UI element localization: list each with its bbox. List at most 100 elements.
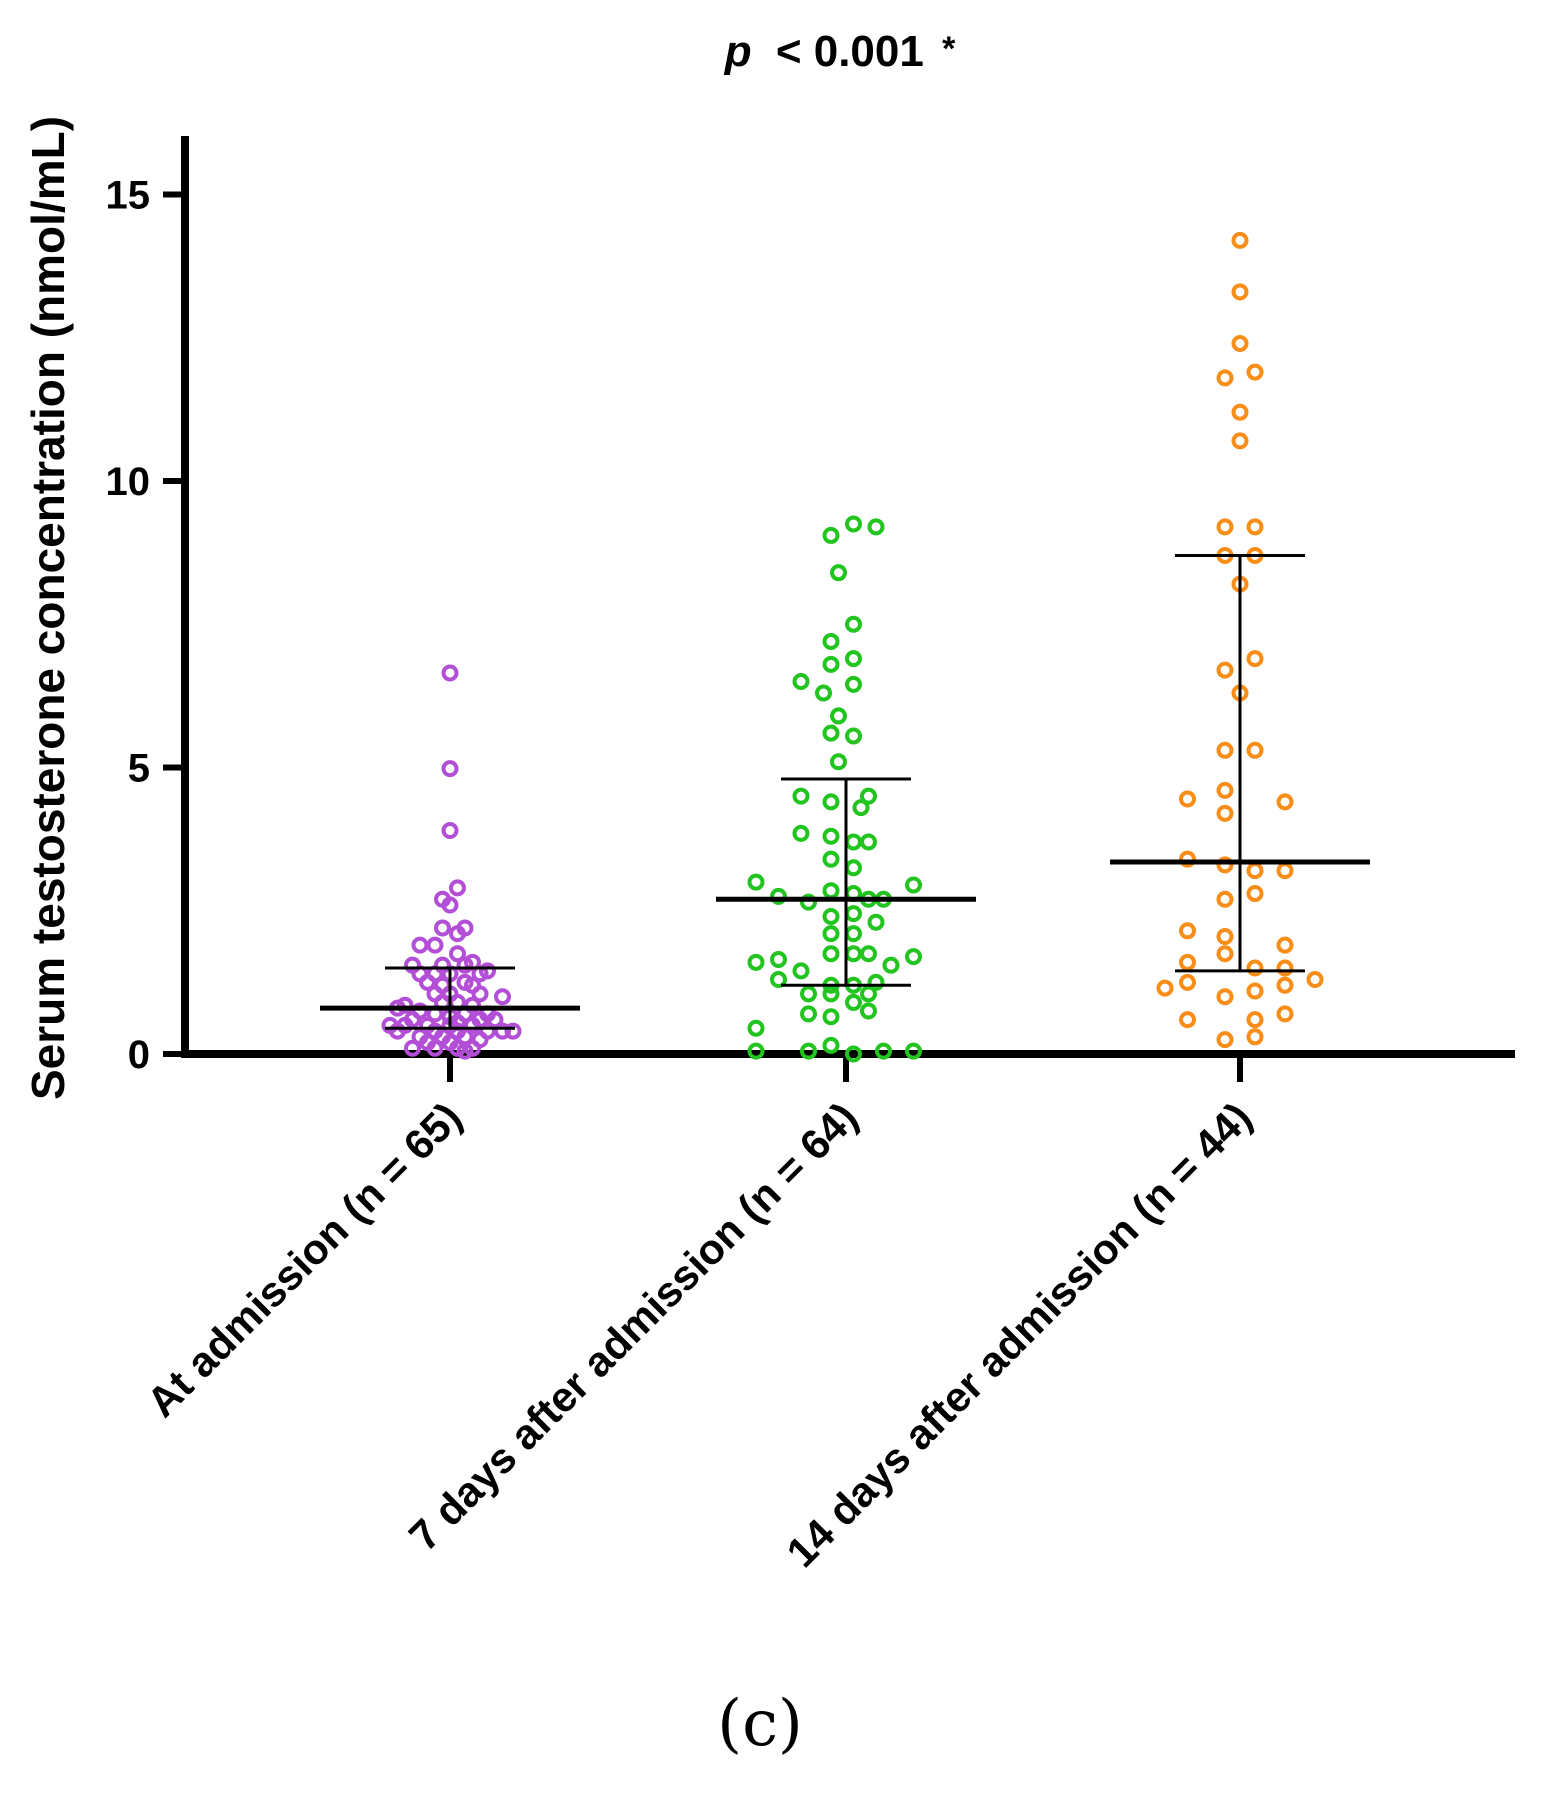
data-point xyxy=(1216,781,1234,799)
data-point xyxy=(456,1042,474,1060)
data-point xyxy=(822,1008,840,1026)
x-tick-label: At admission (n = 65) xyxy=(138,1093,471,1426)
data-point xyxy=(800,985,817,1003)
data-point xyxy=(845,993,862,1011)
data-point xyxy=(822,925,840,943)
data-point xyxy=(747,1042,765,1060)
y-tick-label: 5 xyxy=(128,747,150,791)
chart-title-mark: * xyxy=(942,30,956,68)
data-point xyxy=(494,1022,511,1040)
data-point xyxy=(441,822,459,840)
data-point xyxy=(1216,988,1234,1006)
data-point xyxy=(845,675,862,693)
data-point xyxy=(1216,1031,1234,1049)
data-point xyxy=(867,913,885,931)
data-point xyxy=(1231,403,1249,421)
data-point xyxy=(1216,890,1234,908)
data-point xyxy=(830,753,847,771)
data-point xyxy=(1246,862,1264,880)
data-point xyxy=(1179,953,1196,971)
data-point xyxy=(1276,1005,1294,1023)
data-point xyxy=(1276,976,1294,994)
data-point xyxy=(389,1022,406,1040)
data-point xyxy=(441,664,459,682)
data-point xyxy=(1231,283,1249,301)
data-point xyxy=(867,973,885,991)
data-point xyxy=(464,1016,481,1034)
data-point xyxy=(747,953,765,971)
data-point xyxy=(449,925,466,943)
panel-label: (c) xyxy=(717,1687,803,1761)
y-ticks: 0 5 10 15 xyxy=(106,174,185,1077)
data-point xyxy=(822,827,840,845)
data-point xyxy=(792,787,810,805)
data-point xyxy=(426,936,444,954)
data-point xyxy=(434,919,451,937)
data-point xyxy=(1179,790,1196,808)
data-point xyxy=(845,727,862,745)
data-point xyxy=(1246,959,1264,977)
data-point xyxy=(1179,973,1196,991)
data-point xyxy=(792,673,810,691)
data-point xyxy=(822,793,840,811)
series-group xyxy=(1110,231,1370,1049)
data-point xyxy=(815,684,832,702)
data-point xyxy=(471,985,489,1003)
data-point xyxy=(822,526,840,544)
data-point xyxy=(1306,971,1324,989)
chart-title-text: < 0.001 xyxy=(776,27,924,76)
chart-title-p: p xyxy=(724,27,752,76)
y-tick-label: 15 xyxy=(106,174,151,218)
data-point xyxy=(1216,856,1234,874)
data-point xyxy=(1246,650,1264,668)
data-point xyxy=(822,985,840,1003)
data-point xyxy=(800,1042,817,1060)
data-point xyxy=(822,882,840,900)
data-point xyxy=(845,859,862,877)
x-ticks: At admission (n = 65)7 days after admiss… xyxy=(138,1054,1260,1576)
data-point xyxy=(822,850,840,868)
data-point xyxy=(882,956,900,974)
data-point xyxy=(860,833,877,851)
data-point xyxy=(1179,922,1196,940)
data-point xyxy=(822,907,840,925)
data-point xyxy=(845,515,862,533)
series-group xyxy=(716,515,976,1063)
data-point xyxy=(860,945,877,963)
data-point xyxy=(800,1005,817,1023)
x-tick-label: 7 days after admission (n = 64) xyxy=(400,1093,867,1560)
data-point xyxy=(441,760,459,778)
chart-title: p < 0.001 * xyxy=(724,27,956,76)
data-point xyxy=(747,1019,765,1037)
data-point xyxy=(770,887,787,905)
data-point xyxy=(1246,885,1264,903)
data-point xyxy=(1179,1011,1196,1029)
data-point xyxy=(905,876,922,894)
data-point xyxy=(1231,432,1249,450)
data-point xyxy=(1246,363,1264,381)
data-point xyxy=(822,632,840,650)
data-point xyxy=(456,956,474,974)
data-point xyxy=(1276,793,1294,811)
data-point xyxy=(845,833,862,851)
data-point xyxy=(426,1039,444,1057)
data-point xyxy=(1216,369,1234,387)
data-point xyxy=(860,985,877,1003)
data-point xyxy=(494,988,511,1006)
data-point xyxy=(852,799,870,817)
data-point xyxy=(1216,804,1234,822)
data-point xyxy=(845,905,862,923)
data-point xyxy=(1246,1011,1264,1029)
data-point xyxy=(822,724,840,742)
y-tick-label: 10 xyxy=(106,460,151,504)
data-point xyxy=(1231,334,1249,352)
data-point xyxy=(845,945,862,963)
data-point xyxy=(1246,518,1264,536)
data-point xyxy=(845,650,862,668)
data-point xyxy=(1179,850,1196,868)
data-point xyxy=(1276,959,1294,977)
data-point xyxy=(486,1011,504,1029)
data-point xyxy=(1276,936,1294,954)
data-point xyxy=(860,787,877,805)
data-point xyxy=(1246,1028,1264,1046)
